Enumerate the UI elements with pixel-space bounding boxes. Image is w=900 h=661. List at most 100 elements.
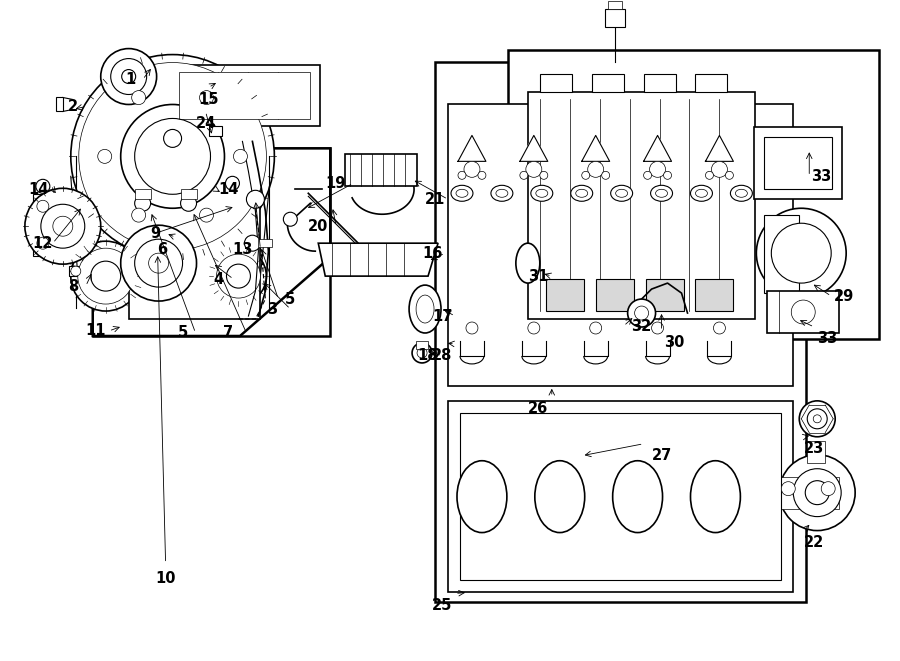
Circle shape (200, 91, 213, 104)
Text: 2: 2 (68, 99, 78, 114)
Ellipse shape (531, 185, 553, 201)
Circle shape (663, 171, 671, 179)
Polygon shape (93, 148, 330, 336)
Circle shape (781, 482, 796, 496)
Circle shape (79, 63, 266, 250)
Circle shape (412, 343, 432, 363)
Circle shape (478, 171, 486, 179)
Text: 1: 1 (125, 72, 136, 87)
Text: 18: 18 (418, 348, 438, 364)
Circle shape (588, 161, 604, 177)
Circle shape (627, 299, 655, 327)
Bar (754, 128, 842, 199)
Bar (696, 73, 727, 91)
Text: 3: 3 (267, 301, 277, 317)
Bar (129, 187, 260, 319)
Bar (168, 65, 320, 126)
Bar (807, 441, 825, 463)
Text: 14: 14 (29, 182, 50, 197)
Circle shape (284, 212, 297, 226)
Ellipse shape (491, 185, 513, 201)
Text: 9: 9 (150, 225, 161, 241)
Bar (135, 189, 150, 199)
Bar (178, 71, 310, 120)
Circle shape (25, 188, 101, 264)
Bar (209, 126, 222, 136)
Circle shape (135, 118, 211, 194)
Circle shape (77, 248, 134, 304)
Polygon shape (706, 136, 734, 161)
Circle shape (527, 322, 540, 334)
Text: 16: 16 (422, 246, 442, 260)
Circle shape (464, 161, 480, 177)
Bar (644, 73, 676, 91)
Bar (817, 477, 839, 508)
Text: 10: 10 (156, 571, 176, 586)
Bar (33, 194, 61, 256)
Bar (508, 50, 879, 339)
Polygon shape (319, 243, 438, 276)
Bar (448, 104, 793, 386)
Bar (591, 73, 624, 91)
Circle shape (540, 171, 548, 179)
Text: 4: 4 (213, 272, 223, 287)
Circle shape (111, 59, 147, 95)
Bar (540, 73, 572, 91)
Text: 17: 17 (432, 309, 452, 323)
Circle shape (37, 237, 49, 249)
Bar (93, 148, 330, 336)
Circle shape (71, 55, 274, 258)
Circle shape (793, 469, 842, 517)
Circle shape (227, 264, 250, 288)
Polygon shape (637, 283, 688, 313)
Text: 13: 13 (232, 242, 253, 256)
Circle shape (91, 261, 121, 291)
Bar (696, 279, 734, 311)
Circle shape (40, 204, 85, 248)
Circle shape (644, 171, 652, 179)
Ellipse shape (457, 461, 507, 533)
Text: 19: 19 (325, 176, 346, 191)
Text: 24: 24 (195, 116, 216, 131)
Circle shape (520, 171, 527, 179)
Circle shape (122, 69, 136, 83)
Circle shape (233, 149, 248, 163)
Circle shape (650, 161, 665, 177)
Polygon shape (520, 136, 548, 161)
Circle shape (131, 208, 146, 222)
Circle shape (200, 208, 213, 222)
Circle shape (466, 322, 478, 334)
Circle shape (135, 239, 183, 287)
Text: 6: 6 (158, 242, 167, 256)
Bar (460, 413, 781, 580)
Ellipse shape (611, 185, 633, 201)
Circle shape (779, 455, 855, 531)
Circle shape (806, 481, 829, 504)
Text: 11: 11 (86, 323, 106, 338)
Text: 20: 20 (308, 219, 328, 234)
Bar (596, 279, 634, 311)
Ellipse shape (651, 185, 672, 201)
Bar (764, 215, 799, 293)
Circle shape (590, 322, 602, 334)
Circle shape (714, 322, 725, 334)
Text: 32: 32 (632, 319, 652, 334)
Text: 33: 33 (817, 331, 837, 346)
Ellipse shape (451, 185, 473, 201)
Circle shape (36, 179, 50, 193)
Circle shape (121, 225, 196, 301)
Bar (764, 137, 833, 189)
Text: 5: 5 (177, 325, 188, 340)
Circle shape (101, 49, 157, 104)
Polygon shape (581, 136, 609, 161)
Ellipse shape (410, 285, 441, 333)
Text: 30: 30 (664, 336, 685, 350)
Bar (608, 1, 622, 9)
Circle shape (148, 253, 168, 273)
Circle shape (602, 171, 609, 179)
Text: 12: 12 (32, 236, 53, 251)
Bar (56, 97, 63, 112)
Ellipse shape (516, 243, 540, 283)
Text: 27: 27 (652, 448, 671, 463)
Circle shape (526, 161, 542, 177)
